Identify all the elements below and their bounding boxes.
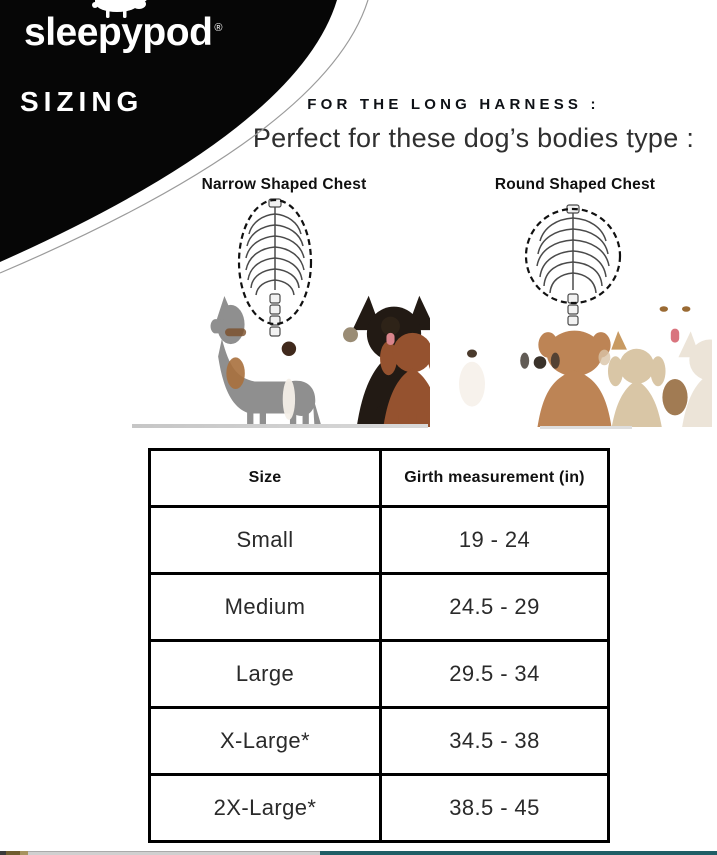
brand-wedge-outline bbox=[0, 0, 369, 274]
column-header-size: Size bbox=[148, 448, 382, 508]
narrow-chest-label: Narrow Shaped Chest bbox=[201, 176, 367, 193]
dog-greyhound bbox=[150, 296, 324, 427]
girth-cell: 19 - 24 bbox=[379, 505, 610, 575]
table-row-small: Small 19 - 24 bbox=[148, 505, 610, 575]
photo-ground-shadow bbox=[132, 424, 428, 428]
table-header-row: Size Girth measurement (in) bbox=[148, 448, 610, 508]
size-cell: Large bbox=[148, 639, 382, 709]
girth-cell: 34.5 - 38 bbox=[379, 706, 610, 776]
brand-wedge bbox=[0, 0, 369, 274]
round-chest-label: Round Shaped Chest bbox=[494, 176, 656, 193]
narrow-chest-dashed-outline bbox=[237, 198, 313, 326]
girth-cell: 24.5 - 29 bbox=[379, 572, 610, 642]
size-cell: 2X-Large* bbox=[148, 773, 382, 843]
brand-name: sleepypod bbox=[24, 11, 213, 54]
table-row-large: Large 29.5 - 34 bbox=[148, 639, 610, 709]
dog-weimaraner bbox=[343, 327, 358, 343]
round-chest-dashed-outline bbox=[524, 207, 622, 305]
dog-doberman bbox=[225, 295, 430, 427]
page-subtitle: Perfect for these dog’s bodies type : bbox=[252, 123, 695, 153]
size-cell: X-Large* bbox=[148, 706, 382, 776]
page-title: FOR THE LONG HARNESS : bbox=[307, 96, 600, 113]
strip-segment bbox=[6, 851, 20, 855]
column-header-girth: Girth measurement (in) bbox=[379, 448, 610, 508]
dog-rottweiler bbox=[659, 306, 691, 416]
strip-segment bbox=[20, 851, 28, 855]
dog-belgian-malinois bbox=[381, 316, 400, 345]
registered-trademark: ® bbox=[214, 22, 222, 34]
size-chart-table: Size Girth measurement (in) Small 19 - 2… bbox=[148, 448, 610, 843]
round-ribcage-illustration bbox=[524, 204, 622, 326]
brand-wedge-shape bbox=[0, 0, 337, 262]
round-chest-dogs-photo bbox=[459, 306, 712, 427]
strip-segment bbox=[28, 851, 320, 855]
brand-logotype: sleepypod ® bbox=[24, 13, 222, 52]
strip-segment bbox=[0, 851, 6, 855]
narrow-chest-dogs-photo bbox=[150, 295, 430, 427]
sizing-heading: SIZING bbox=[20, 86, 144, 117]
table-row-2xlarge: 2X-Large* 38.5 - 45 bbox=[148, 773, 610, 843]
girth-cell: 29.5 - 34 bbox=[379, 639, 610, 709]
sheep-logo-icon bbox=[92, 0, 147, 18]
size-cell: Small bbox=[148, 505, 382, 575]
photo-ground-shadow bbox=[540, 426, 632, 429]
page-below-content-strip bbox=[0, 851, 717, 855]
dog-boxer bbox=[281, 332, 430, 427]
dog-bull-terrier bbox=[598, 330, 712, 427]
girth-cell: 38.5 - 45 bbox=[379, 773, 610, 843]
size-cell: Medium bbox=[148, 572, 382, 642]
table-row-medium: Medium 24.5 - 29 bbox=[148, 572, 610, 642]
dog-pug bbox=[520, 348, 666, 427]
narrow-ribcage-illustration bbox=[237, 198, 313, 337]
strip-segment bbox=[320, 851, 717, 855]
dog-english-bulldog bbox=[459, 330, 615, 427]
table-row-xlarge: X-Large* 34.5 - 38 bbox=[148, 706, 610, 776]
